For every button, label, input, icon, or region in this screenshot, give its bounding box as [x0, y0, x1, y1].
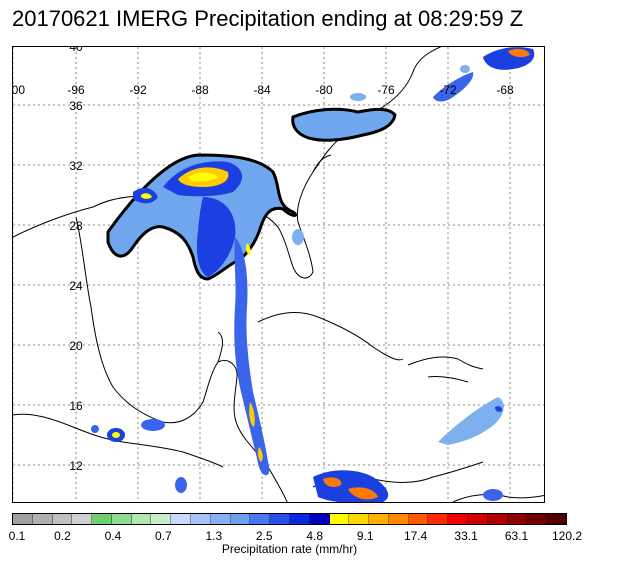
colorbar-swatch [210, 514, 231, 524]
lon-label: -80 [315, 83, 333, 97]
colorbar-swatch [32, 514, 53, 524]
colorbar-swatch [131, 514, 152, 524]
lon-label: -68 [496, 83, 514, 97]
colorbar-tick-label: 1.3 [205, 529, 223, 543]
colorbar-swatch [507, 514, 528, 524]
lon-label: -72 [439, 83, 457, 97]
colorbar-swatch [13, 514, 33, 524]
lon-label: -76 [377, 83, 395, 97]
colorbar-swatch [527, 514, 548, 524]
colorbar-swatch [151, 514, 172, 524]
colorbar-swatch [230, 514, 251, 524]
colorbar-swatch [369, 514, 389, 524]
colorbar-tick-label: 2.5 [255, 529, 273, 543]
colorbar [12, 513, 567, 525]
colorbar-swatch [448, 514, 468, 524]
colorbar-swatch [467, 514, 488, 524]
colorbar-tick-label: 17.4 [403, 529, 428, 543]
colorbar-swatch [388, 514, 409, 524]
colorbar-swatch [329, 514, 350, 524]
lat-label: 32 [69, 159, 83, 173]
colorbar-swatch [191, 514, 211, 524]
colorbar-swatch [487, 514, 508, 524]
lat-label: 20 [69, 339, 83, 353]
colorbar-swatch [92, 514, 112, 524]
colorbar-tick-label: 33.1 [454, 529, 478, 543]
graticule [13, 47, 544, 502]
lon-label: -84 [253, 83, 271, 97]
lon-labels: -100 -96 -92 -88 -84 -80 -76 -72 -68 [13, 83, 514, 97]
lat-label: 12 [69, 459, 83, 473]
colorbar-tick-label: 0.1 [8, 529, 26, 543]
colorbar-swatch [547, 514, 566, 524]
colorbar-ticks: 0.1 0.2 0.4 0.7 1.3 2.5 4.8 9.1 17.4 33.1 63.1 120.… [0, 529, 629, 545]
colorbar-swatch [349, 514, 370, 524]
precipitation-map: -100 -96 -92 -88 -84 -80 -76 -72 -68 40 … [12, 46, 545, 503]
colorbar-swatch [171, 514, 192, 524]
lat-label: 24 [69, 279, 83, 293]
colorbar-swatch [72, 514, 93, 524]
colorbar-tick-label: 4.8 [306, 529, 324, 543]
colorbar-swatch [289, 514, 310, 524]
colorbar-swatch [52, 514, 73, 524]
lat-label: 16 [69, 399, 83, 413]
colorbar-tick-label: 0.2 [54, 529, 71, 543]
map-canvas: -100 -96 -92 -88 -84 -80 -76 -72 -68 40 … [13, 47, 544, 502]
map-title: 20170621 IMERG Precipitation ending at 0… [12, 6, 524, 31]
lon-label: -96 [67, 83, 85, 97]
precipitation-fields [91, 47, 535, 502]
lon-label: -100 [13, 83, 25, 97]
colorbar-swatch [428, 514, 449, 524]
colorbar-swatch [408, 514, 429, 524]
colorbar-swatch [309, 514, 330, 524]
colorbar-tick-label: 9.1 [356, 529, 374, 543]
lon-label: -92 [129, 83, 147, 97]
colorbar-swatch [270, 514, 290, 524]
colorbar-swatch [250, 514, 271, 524]
lat-label: 40 [69, 47, 83, 54]
colorbar-tick-label: 120.2 [551, 529, 583, 543]
colorbar-tick-label: 0.7 [155, 529, 172, 543]
lat-labels: 40 36 32 28 24 20 16 12 [69, 47, 83, 473]
colorbar-tick-label: 63.1 [504, 529, 529, 543]
lon-label: -88 [191, 83, 209, 97]
colorbar-tick-label: 0.4 [104, 529, 122, 543]
lat-label: 36 [69, 99, 83, 113]
colorbar-label: Precipitation rate (mm/hr) [221, 542, 358, 556]
lat-label: 28 [69, 219, 83, 233]
colorbar-swatch [111, 514, 132, 524]
